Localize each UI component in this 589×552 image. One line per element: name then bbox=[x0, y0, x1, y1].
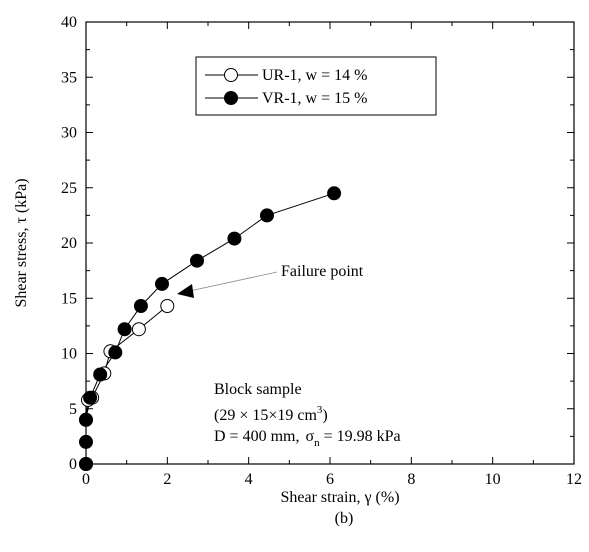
panel-label: (b) bbox=[335, 510, 354, 527]
failure-arrow-head bbox=[177, 284, 194, 298]
conditions-value: = 19.98 kPa bbox=[320, 428, 401, 445]
plot-frame-group: 0 2 4 6 8 10 12 0 5 10 15 20 25 30 35 40 bbox=[61, 14, 582, 488]
x-tick-label: 2 bbox=[163, 471, 171, 488]
y-axis-label: Shear stress, τ (kPa) bbox=[13, 178, 30, 307]
sample-dimensions: (29 × 15×19 cm bbox=[214, 407, 317, 424]
vr1-data-point bbox=[227, 231, 242, 246]
sample-line-1: Block sample bbox=[214, 381, 302, 398]
y-tick-label: 30 bbox=[61, 125, 77, 142]
vr1-data-point bbox=[133, 299, 148, 313]
y-tick-label: 10 bbox=[61, 346, 77, 363]
sample-dimensions-close: ) bbox=[322, 407, 327, 424]
legend-marker-ur1 bbox=[224, 68, 238, 82]
sample-line-2: (29 × 15×19 cm3) bbox=[214, 404, 328, 424]
y-tick-label: 5 bbox=[69, 401, 77, 418]
conditions-sigma-subscript: n bbox=[314, 437, 320, 449]
legend-marker-vr1 bbox=[224, 91, 238, 105]
x-tick-label: 6 bbox=[326, 471, 334, 488]
legend-label-vr1: VR-1, w = 15 % bbox=[262, 90, 367, 107]
x-tick-label: 4 bbox=[245, 471, 253, 488]
legend-box bbox=[195, 56, 437, 116]
vr1-data-point bbox=[79, 457, 93, 471]
failure-leader-line bbox=[184, 271, 278, 293]
y-tick-label: 15 bbox=[61, 290, 77, 307]
failure-point-annotation: Failure point bbox=[177, 263, 364, 298]
legend: UR-1, w = 14 % VR-1, w = 15 % bbox=[195, 56, 437, 116]
vr1-data-point bbox=[190, 253, 204, 268]
vr1-data-point bbox=[108, 345, 123, 360]
vr1-data-point bbox=[93, 367, 108, 382]
x-tick-label: 0 bbox=[82, 471, 90, 488]
y-tick-label: 25 bbox=[61, 180, 77, 197]
vr1-data-point bbox=[79, 434, 93, 449]
x-tick-label: 10 bbox=[485, 471, 501, 488]
x-tick-label: 8 bbox=[407, 471, 415, 488]
conditions-sigma: σ bbox=[305, 428, 314, 445]
ur1-data-point bbox=[160, 299, 175, 313]
conditions-diameter: D = 400 mm, bbox=[214, 428, 299, 445]
y-tick-label: 40 bbox=[61, 14, 77, 31]
vr1-data-point bbox=[79, 412, 93, 427]
ur1-data-point bbox=[131, 322, 146, 337]
vr1-data-point bbox=[83, 390, 98, 405]
y-tick-label: 35 bbox=[61, 69, 77, 86]
x-tick-label: 12 bbox=[566, 471, 582, 488]
legend-label-ur1: UR-1, w = 14 % bbox=[262, 67, 367, 84]
vr1-data-point bbox=[260, 208, 274, 223]
vr1-data-point bbox=[155, 276, 169, 291]
x-axis-label: Shear strain, γ (%) bbox=[280, 489, 399, 506]
y-tick-label: 20 bbox=[61, 235, 77, 252]
y-tick-label: 0 bbox=[69, 456, 77, 473]
conditions-line: D = 400 mm, σn = 19.98 kPa bbox=[214, 428, 401, 449]
sample-dimensions-superscript: 3 bbox=[317, 404, 323, 416]
failure-point-label: Failure point bbox=[281, 263, 364, 280]
vr1-data-point bbox=[327, 186, 342, 201]
vr1-data-point bbox=[117, 322, 132, 337]
marker-layer bbox=[79, 186, 342, 471]
